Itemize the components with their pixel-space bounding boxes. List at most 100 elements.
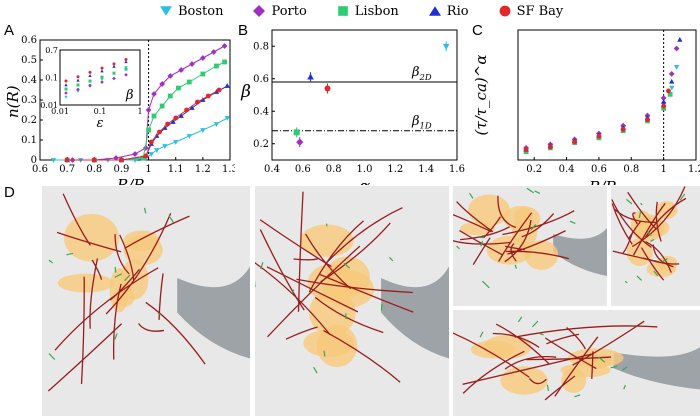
congested-road	[521, 213, 555, 238]
panel-letter-c: C	[472, 22, 483, 39]
data-point-boston	[224, 116, 230, 121]
data-point-boston	[213, 122, 220, 127]
free-road	[539, 333, 544, 336]
congested-road	[459, 229, 504, 256]
congested-road	[112, 283, 122, 360]
congested-road	[502, 210, 575, 236]
data-point-lisbon	[76, 83, 80, 87]
data-point-porto	[88, 83, 92, 88]
data-point-sf-bay	[88, 70, 92, 74]
free-road	[479, 331, 484, 338]
map-sfbay	[255, 186, 449, 416]
congested-road	[145, 301, 206, 365]
data-point-rio	[112, 64, 116, 68]
congested-road	[453, 332, 530, 378]
congested-road	[632, 202, 666, 256]
hotspot-area	[655, 201, 678, 220]
free-road	[157, 312, 162, 316]
map-boston-canvas	[42, 186, 250, 416]
congested-road	[54, 267, 159, 351]
free-road	[48, 259, 54, 264]
free-road	[482, 280, 490, 289]
data-point-porto	[210, 49, 217, 55]
x-tick-label: 0.8	[623, 164, 639, 175]
map-sfbay-canvas	[255, 186, 449, 416]
data-point-sf-bay	[64, 79, 68, 83]
legend-label: Rio	[446, 3, 469, 19]
data-point-sf-bay	[324, 85, 331, 92]
congested-road	[323, 329, 401, 383]
free-road	[260, 262, 264, 270]
data-point-porto	[132, 151, 138, 157]
data-point-rio	[100, 69, 104, 73]
chart-panel-a: 0.6 0.7 0.8 0.9 1 1.1 1.2 1.3 0 0.1 0.2 0.3 0.4 0.5 0.…	[4, 35, 235, 185]
data-point-lisbon	[214, 63, 219, 69]
data-point-sf-bay	[620, 126, 626, 132]
data-point-porto	[76, 87, 80, 92]
free-road	[343, 262, 351, 269]
x-tick-label: 0.2	[526, 164, 542, 175]
congested-road	[320, 222, 391, 283]
data-point-porto	[167, 73, 174, 79]
congested-road	[611, 199, 652, 248]
data-point-sf-bay	[572, 139, 578, 145]
free-road	[143, 207, 147, 214]
plot-frame	[271, 29, 458, 161]
data-point-rio	[669, 78, 675, 84]
free-road	[114, 273, 122, 278]
plot-area-a: 0.6 0.7 0.8 0.9 1 1.1 1.2 1.3 0 0.1 0.2 0.3 0.4 0.5 0.…	[4, 35, 235, 185]
free-road	[661, 257, 668, 263]
data-point-sf-bay	[76, 75, 80, 79]
congested-road	[495, 323, 550, 365]
x-tick-label: 0.4	[559, 164, 575, 175]
congested-road	[504, 219, 532, 263]
data-point-lisbon	[293, 129, 300, 136]
data-point-sf-bay	[100, 66, 104, 70]
hotspot-area	[468, 194, 510, 226]
free-road	[598, 356, 606, 363]
congested-road	[645, 241, 672, 273]
congested-road	[632, 212, 638, 225]
data-point-lisbon	[140, 155, 146, 161]
congested-road	[56, 231, 122, 253]
y-axis-label: β	[240, 82, 251, 102]
data-point-sf-bay	[596, 133, 602, 139]
x-tick-label: 0.4	[264, 164, 280, 175]
congested-road	[319, 273, 414, 313]
free-road	[530, 223, 537, 231]
congested-road	[572, 320, 645, 366]
data-point-sf-bay	[165, 121, 170, 127]
free-road	[546, 384, 550, 392]
data-point-sf-bay	[173, 115, 179, 121]
congested-road	[462, 352, 594, 385]
data-point-sf-bay	[195, 99, 200, 105]
data-point-boston	[64, 95, 68, 99]
congested-road	[456, 201, 494, 233]
congested-road	[460, 226, 510, 241]
data-point-lisbon	[159, 103, 165, 109]
hotspot-area	[524, 240, 559, 270]
congested-road	[124, 215, 190, 249]
x-tick-label: 1	[145, 164, 151, 175]
x-tick-label: 1.3	[222, 164, 235, 175]
free-road	[168, 215, 175, 223]
data-point-boston	[673, 64, 680, 70]
congested-road	[504, 245, 525, 251]
data-point-sf-bay	[157, 129, 162, 135]
map-panel-d	[42, 186, 700, 416]
data-point-boston	[148, 152, 154, 157]
data-point-lisbon	[146, 127, 151, 133]
data-point-lisbon	[124, 67, 128, 71]
plot-frame	[517, 29, 697, 161]
congested-road	[528, 377, 547, 385]
y-tick-label: 0.6	[21, 35, 37, 46]
map-rio-canvas	[453, 310, 700, 416]
data-point-porto	[112, 76, 116, 81]
congested-road	[554, 336, 599, 397]
free-road	[114, 333, 118, 340]
inset-x-label: ε	[97, 116, 104, 131]
congested-road	[266, 266, 359, 313]
chart-panel-b: 0.4 0.6 0.8 1.0 1.2 1.4 1.6 0.2 0.4 0.6 0.8 β2D β1D α…	[240, 29, 465, 185]
congested-road	[591, 351, 594, 379]
free-road	[517, 316, 523, 323]
